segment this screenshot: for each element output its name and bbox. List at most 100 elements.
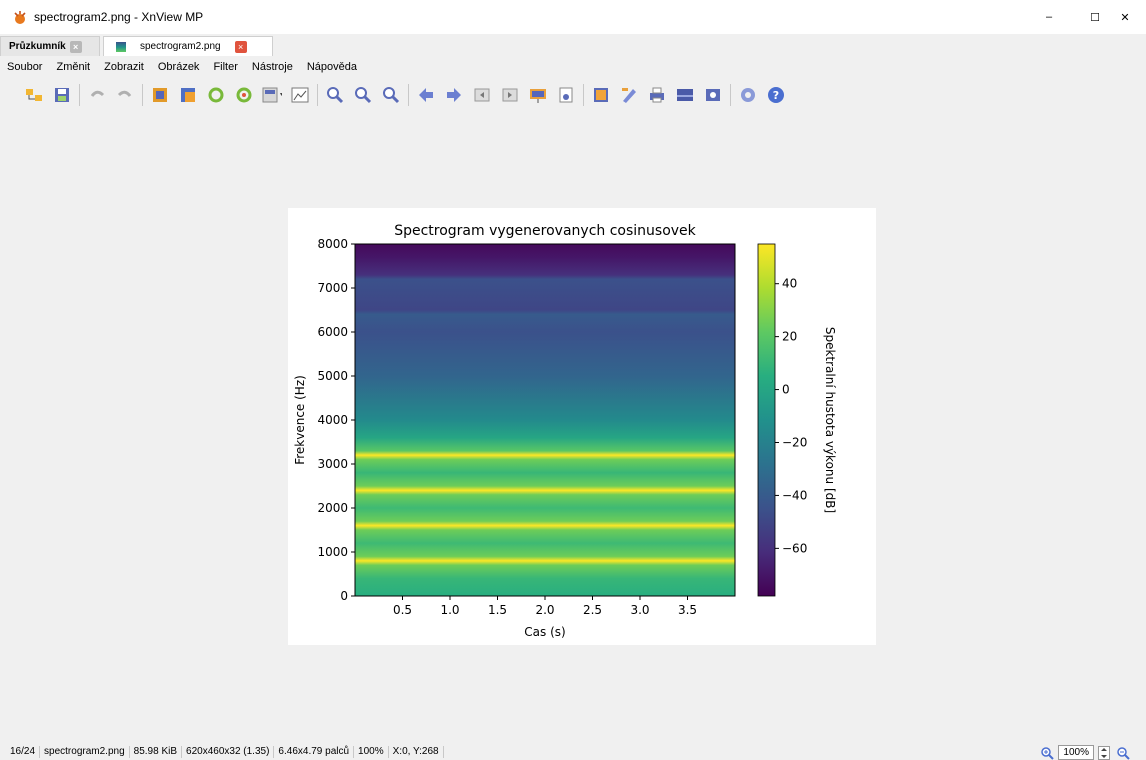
y-tick-label: 0: [340, 589, 348, 603]
minimize-button[interactable]: –: [1045, 11, 1053, 23]
tab-bar: Průzkumník × spectrogram2.png ×: [0, 34, 1146, 56]
properties-icon[interactable]: [556, 85, 576, 105]
status-cursor: X:0, Y:268: [389, 745, 444, 758]
colorbar-label: Spektralní hustota výkonu [dB]: [823, 327, 837, 513]
y-tick-label: 3000: [317, 457, 348, 471]
zoom-control: 100%: [1040, 745, 1132, 760]
displayed-image: Spectrogram vygenerovanych cosinusovek 0…: [288, 208, 876, 645]
menu-zobrazit[interactable]: Zobrazit: [104, 61, 144, 73]
resize-icon[interactable]: [178, 85, 198, 105]
window-title: spectrogram2.png - XnView MP: [34, 10, 204, 24]
edit-icon[interactable]: [619, 85, 639, 105]
chart-title: Spectrogram vygenerovanych cosinusovek: [394, 223, 696, 239]
y-tick-label: 7000: [317, 281, 348, 295]
x-axis: 0.5 1.0 1.5 2.0 2.5 3.0 3.5: [393, 596, 697, 617]
toolbar-separator: [583, 84, 584, 106]
y-tick-label: 4000: [317, 413, 348, 427]
close-window-button[interactable]: ✕: [1120, 11, 1130, 24]
colorbar: [757, 243, 776, 597]
status-filesize: 85.98 KiB: [130, 745, 183, 758]
browser-icon[interactable]: [24, 85, 44, 105]
colorbar-tick-label: −20: [782, 435, 807, 449]
redo-icon[interactable]: [115, 85, 135, 105]
zoom-in-icon[interactable]: [325, 85, 345, 105]
help-icon[interactable]: ?: [766, 85, 786, 105]
rotate-left-icon[interactable]: [206, 85, 226, 105]
image-viewer[interactable]: Spectrogram vygenerovanych cosinusovek 0…: [0, 113, 1146, 738]
toolbar-separator: [317, 84, 318, 106]
last-page-icon[interactable]: [500, 85, 520, 105]
x-tick-label: 3.0: [630, 603, 649, 617]
x-tick-label: 1.0: [440, 603, 459, 617]
x-tick-label: 2.0: [535, 603, 554, 617]
fullscreen-icon[interactable]: [591, 85, 611, 105]
status-index: 16/24: [0, 745, 41, 758]
svg-text:?: ?: [773, 89, 779, 102]
menu-zmenit[interactable]: Změnit: [56, 61, 91, 73]
colorbar-tick-label: −60: [782, 541, 807, 555]
y-tick-label: 5000: [317, 369, 348, 383]
settings-icon[interactable]: [738, 85, 758, 105]
status-dimensions: 620x460x32 (1.35): [182, 745, 275, 758]
toolbar-separator: [79, 84, 80, 106]
status-zoom: 100%: [354, 745, 389, 758]
save-icon[interactable]: [52, 85, 72, 105]
zoom-spinner-icon[interactable]: [1098, 745, 1110, 760]
capture-icon[interactable]: [703, 85, 723, 105]
x-tick-label: 3.5: [678, 603, 697, 617]
print-icon[interactable]: [647, 85, 667, 105]
colorbar-tick-label: 0: [782, 383, 790, 397]
spectrogram-plot-area: [354, 243, 736, 597]
spectrogram-chart: Spectrogram vygenerovanych cosinusovek 0…: [293, 223, 837, 639]
colorbar-tick-label: 20: [782, 330, 797, 344]
menu-obrazek[interactable]: Obrázek: [157, 61, 200, 73]
previous-icon[interactable]: [416, 85, 436, 105]
tab-label: spectrogram2.png: [140, 41, 221, 52]
zoom-out-icon[interactable]: [381, 85, 401, 105]
zoom-fit-icon[interactable]: [353, 85, 373, 105]
x-tick-label: 0.5: [393, 603, 412, 617]
levels-icon[interactable]: [290, 85, 310, 105]
zoom-out-icon[interactable]: [1116, 746, 1132, 760]
scanner-icon[interactable]: [675, 85, 695, 105]
x-tick-label: 2.5: [583, 603, 602, 617]
color-adjust-icon[interactable]: [262, 85, 282, 105]
xnview-app-icon: [14, 11, 26, 24]
colorbar-tick-label: −40: [782, 488, 807, 502]
zoom-in-icon[interactable]: [1040, 746, 1055, 760]
y-tick-label: 2000: [317, 501, 348, 515]
y-tick-label: 6000: [317, 325, 348, 339]
image-file-icon: [116, 41, 126, 52]
y-axis-label: Frekvence (Hz): [293, 375, 307, 465]
toolbar: ?: [0, 78, 1146, 112]
status-print-size: 6.46x4.79 palců: [274, 745, 355, 758]
menu-bar: Soubor Změnit Zobrazit Obrázek Filter Ná…: [0, 57, 1146, 77]
x-axis-label: Cas (s): [524, 625, 565, 639]
y-axis: 0 1000 2000 3000 4000 5000 6000 7000 8000: [317, 237, 355, 603]
crop-icon[interactable]: [150, 85, 170, 105]
maximize-button[interactable]: ☐: [1090, 11, 1100, 24]
tab-label: Průzkumník: [9, 41, 66, 52]
title-bar: spectrogram2.png - XnView MP – ☐ ✕: [0, 0, 1146, 34]
tab-pruzkumnik[interactable]: Průzkumník ×: [0, 36, 100, 56]
status-bar: 16/24 spectrogram2.png 85.98 KiB 620x460…: [0, 743, 1146, 760]
menu-napoveda[interactable]: Nápověda: [306, 61, 358, 73]
tab-close-icon[interactable]: ×: [69, 40, 82, 53]
tab-close-icon[interactable]: ×: [234, 40, 247, 53]
tab-spectrogram[interactable]: spectrogram2.png ×: [103, 36, 273, 56]
toolbar-separator: [730, 84, 731, 106]
undo-icon[interactable]: [87, 85, 107, 105]
menu-soubor[interactable]: Soubor: [7, 61, 43, 73]
menu-filter[interactable]: Filter: [213, 61, 238, 73]
toolbar-separator: [142, 84, 143, 106]
first-page-icon[interactable]: [472, 85, 492, 105]
y-tick-label: 8000: [317, 237, 348, 251]
colorbar-tick-label: 40: [782, 277, 797, 291]
toolbar-separator: [408, 84, 409, 106]
status-filename: spectrogram2.png: [40, 745, 130, 758]
slideshow-icon[interactable]: [528, 85, 548, 105]
menu-nastroje[interactable]: Nástroje: [251, 61, 293, 73]
zoom-level-input[interactable]: 100%: [1058, 745, 1094, 760]
next-icon[interactable]: [444, 85, 464, 105]
rotate-right-icon[interactable]: [234, 85, 254, 105]
